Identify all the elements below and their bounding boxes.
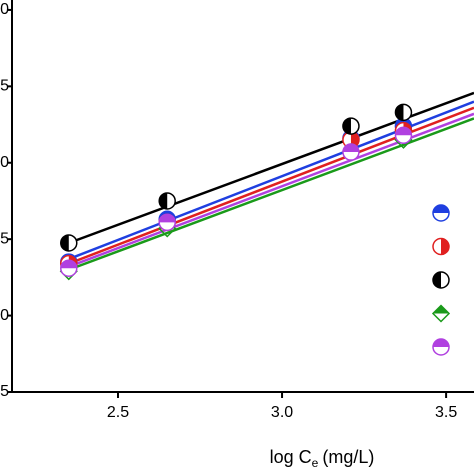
y-tick-label: 0: [0, 1, 9, 18]
fit-line: [68, 100, 474, 261]
fit-line: [68, 91, 474, 245]
point: [60, 259, 78, 277]
fit-line: [68, 112, 474, 268]
legend-marker: [431, 304, 451, 323]
marker-fill: [433, 272, 441, 288]
marker-fill: [159, 214, 176, 223]
point: [342, 117, 360, 135]
point: [158, 213, 176, 232]
legend-marker: [432, 271, 450, 289]
marker-fill: [433, 205, 449, 213]
legend-marker: [432, 338, 450, 356]
x-label-sub: e: [312, 456, 319, 470]
marker-fill: [342, 118, 351, 135]
x-axis-label: log Ce (mg/L): [270, 447, 375, 470]
legend-marker: [432, 237, 450, 256]
y-tick-label: 5: [0, 383, 9, 400]
x-tick-label: 2.5: [107, 404, 129, 421]
point: [394, 126, 413, 145]
marker-fill: [441, 238, 449, 255]
y-tick-label: 5: [0, 230, 9, 247]
legend-marker: [432, 204, 450, 222]
x-tick-label: 3.0: [271, 404, 293, 421]
fit-line: [68, 106, 474, 265]
point: [60, 234, 78, 252]
marker-fill: [60, 260, 77, 269]
marker-fill: [342, 144, 359, 153]
marker-fill: [159, 192, 168, 209]
marker-fill: [395, 127, 412, 136]
marker-fill: [60, 234, 69, 251]
marker-outline: [431, 304, 451, 323]
marker-fill: [395, 104, 404, 121]
marker-fill: [433, 305, 449, 314]
point: [394, 103, 413, 122]
x-label-main: log C: [270, 447, 312, 467]
point: [158, 192, 176, 210]
x-label-rest: (mg/L): [322, 447, 374, 467]
y-tick-label: 5: [0, 78, 9, 95]
y-tick-label: 0: [0, 307, 9, 324]
fit-line: [68, 117, 474, 271]
y-tick-label: 0: [0, 154, 9, 171]
x-tick-label: 3.5: [435, 404, 457, 421]
point: [342, 143, 360, 161]
marker-fill: [433, 339, 449, 347]
